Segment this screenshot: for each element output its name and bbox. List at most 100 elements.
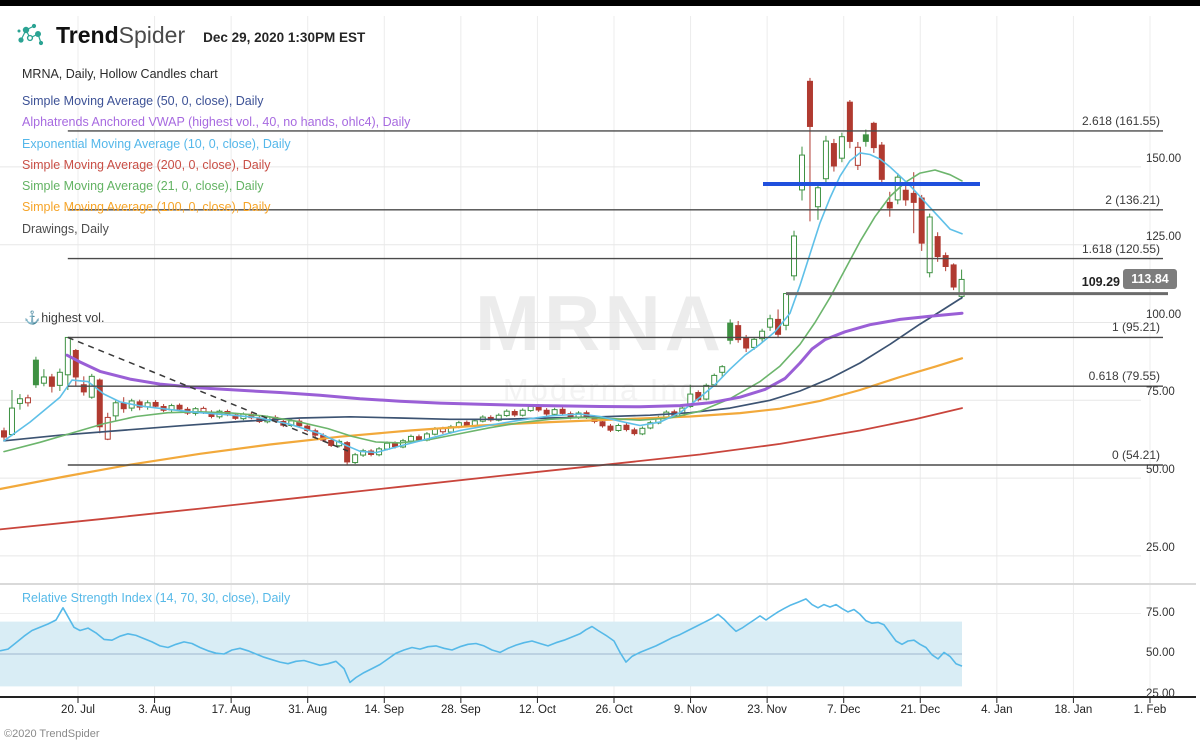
sma100-line xyxy=(0,357,964,491)
candle-body xyxy=(328,439,335,446)
candle-body xyxy=(918,197,925,244)
candle-body xyxy=(846,101,853,142)
last-price-badge: 113.84 xyxy=(1123,269,1177,290)
candle-body xyxy=(360,450,367,456)
candle-body xyxy=(886,201,893,209)
date-axis-label: 3. Aug xyxy=(138,704,171,716)
fib-level-label: 1.618 (120.55) xyxy=(1081,241,1160,256)
date-axis-label: 1. Feb xyxy=(1133,704,1167,716)
candle-body xyxy=(950,264,957,288)
date-axis-label: 21. Dec xyxy=(900,704,941,716)
candle-body xyxy=(96,379,103,428)
candle-body xyxy=(519,409,526,416)
candle-body xyxy=(767,318,774,328)
sma200-line xyxy=(0,407,963,531)
sma50-line xyxy=(3,296,963,442)
candle-body xyxy=(751,338,758,348)
price-axis-label: 50.00 xyxy=(1146,464,1175,477)
indicator-label: Exponential Moving Average (10, 0, close… xyxy=(22,136,291,151)
price-axis-label: 75.00 xyxy=(1146,386,1175,399)
candle-body xyxy=(495,414,502,421)
rsi-line xyxy=(0,598,963,684)
candle-body xyxy=(814,187,821,208)
rsi-indicator-label: Relative Strength Index (14, 70, 30, clo… xyxy=(22,591,291,605)
candle-body xyxy=(830,143,837,167)
candle-body xyxy=(791,235,798,277)
candle-body xyxy=(192,408,199,414)
candle-body xyxy=(80,384,87,393)
date-axis-label: 31. Aug xyxy=(288,704,328,716)
candle-body xyxy=(623,424,630,431)
date-axis-label: 18. Jan xyxy=(1054,704,1093,716)
price-axis-label: 150.00 xyxy=(1146,152,1182,165)
candle-body xyxy=(719,366,726,373)
top-black-bar xyxy=(0,0,1200,6)
candle-body xyxy=(16,398,23,404)
candle-body xyxy=(24,397,31,404)
candle-body xyxy=(727,322,734,341)
fib-level-label: 0 (54.21) xyxy=(1111,448,1160,462)
candle-body xyxy=(687,393,694,408)
indicator-label: Alphatrends Anchored VWAP (highest vol.,… xyxy=(22,115,411,130)
candle-body xyxy=(934,236,941,258)
candle-body xyxy=(344,442,351,463)
candle-body xyxy=(8,407,15,436)
indicator-label: Simple Moving Average (200, 0, close), D… xyxy=(22,157,271,172)
chart-title: MRNA, Daily, Hollow Candles chart xyxy=(22,67,218,81)
candle-body xyxy=(759,330,766,340)
candle-body xyxy=(72,350,79,378)
candle-body xyxy=(647,422,654,429)
candle-body xyxy=(958,278,965,297)
candle-body xyxy=(551,409,558,415)
vwap-line xyxy=(65,311,964,409)
candle-body xyxy=(543,409,550,415)
watermark-company: Moderna Inc xyxy=(502,372,698,407)
indicator-list: Simple Moving Average (50, 0, close), Da… xyxy=(22,91,410,240)
candle-body xyxy=(40,376,47,384)
indicator-label: Drawings, Daily xyxy=(22,221,109,236)
logo-bold: Trend xyxy=(56,21,119,48)
fib-level-label: 2 (136.21) xyxy=(1105,192,1160,207)
candle-body xyxy=(942,255,949,267)
candle-body xyxy=(910,192,917,203)
date-axis-label: 20. Jul xyxy=(61,704,95,716)
indicator-label: Simple Moving Average (50, 0, close), Da… xyxy=(22,94,264,108)
price-axis-label: 125.00 xyxy=(1146,230,1182,243)
drawing-level-label: 109.29 xyxy=(1081,274,1120,289)
indicator-label: Simple Moving Average (21, 0, close), Da… xyxy=(22,179,264,194)
candle-body xyxy=(112,402,119,417)
indicator-label: Simple Moving Average (100, 0, close), D… xyxy=(22,200,271,215)
date-axis-label: 28. Sep xyxy=(441,704,481,716)
header: TrendSpider Dec 29, 2020 1:30PM EST xyxy=(14,18,365,52)
anchor-annotation: ⚓highest vol. xyxy=(24,310,104,326)
candle-body xyxy=(902,189,909,201)
candle-body xyxy=(352,454,359,464)
candle-body xyxy=(407,435,414,442)
price-axis-label: 100.00 xyxy=(1146,308,1182,321)
trendspider-logo-icon xyxy=(17,23,44,46)
candle-body xyxy=(1,430,7,438)
date-axis-label: 23. Nov xyxy=(747,704,787,716)
candle-body xyxy=(838,136,845,159)
candle-body xyxy=(615,425,622,431)
candle-body xyxy=(136,401,143,408)
ema10-line xyxy=(3,152,963,454)
date-axis-label: 17. Aug xyxy=(211,704,251,716)
date-axis-label: 14. Sep xyxy=(364,704,405,716)
candle-body xyxy=(104,416,111,440)
trendspider-logo-text: TrendSpider xyxy=(56,22,185,49)
candle-body xyxy=(56,371,63,386)
candle-body xyxy=(799,154,805,191)
date-axis-label: 9. Nov xyxy=(673,704,708,716)
candle-body xyxy=(806,80,813,127)
candle-body xyxy=(862,134,869,142)
candle-body xyxy=(503,410,510,417)
candle-body xyxy=(559,408,566,414)
logo-light: Spider xyxy=(118,21,186,48)
candle-body xyxy=(870,122,877,149)
price-axis-label: 25.00 xyxy=(1146,541,1175,554)
chart-timestamp: Dec 29, 2020 1:30PM EST xyxy=(203,29,366,45)
date-axis-label: 4. Jan xyxy=(981,704,1013,716)
fib-level-label: 1 (95.21) xyxy=(1111,320,1160,335)
